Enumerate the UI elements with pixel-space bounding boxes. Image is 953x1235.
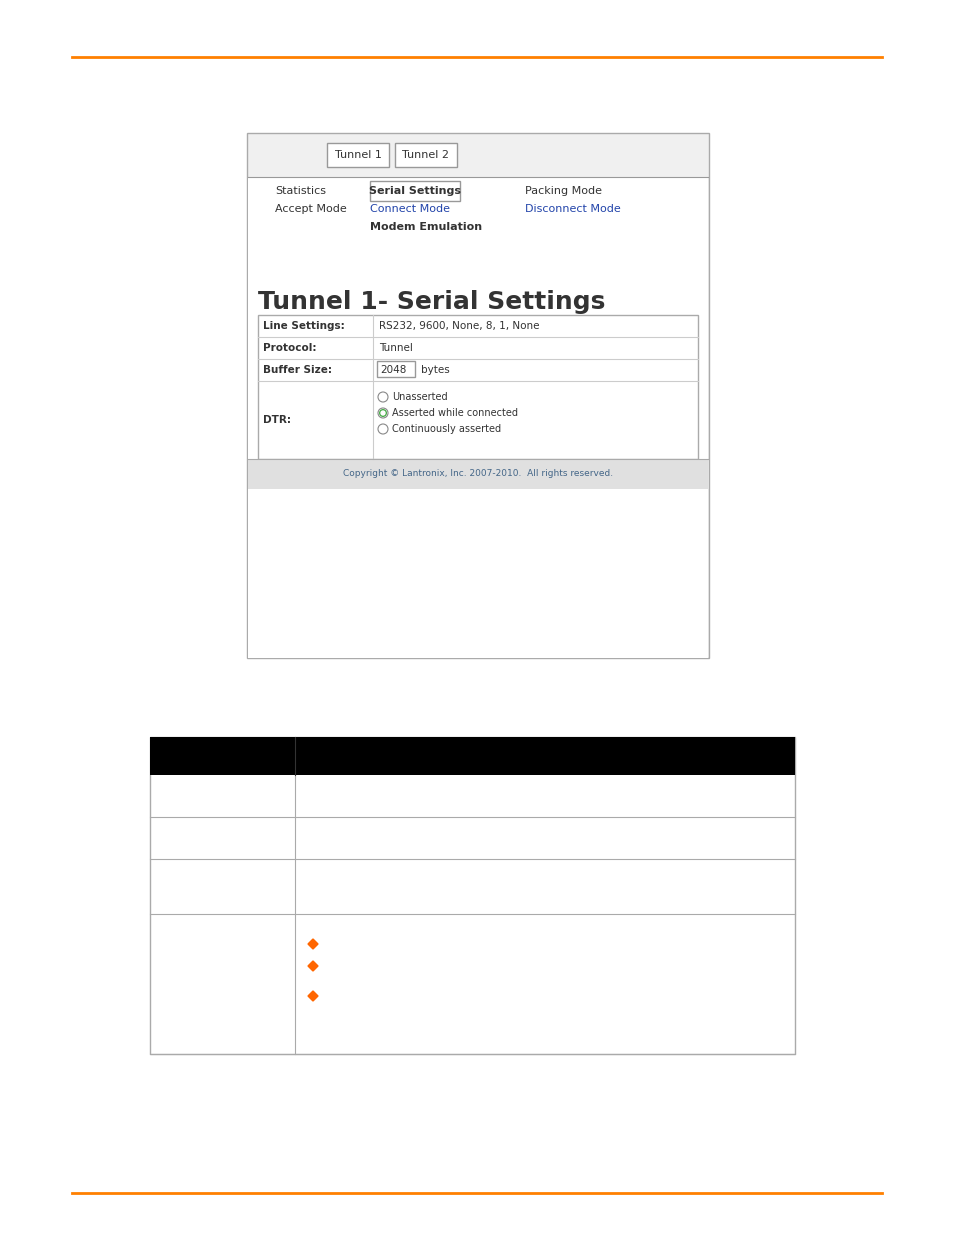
Circle shape: [377, 408, 388, 417]
Circle shape: [377, 391, 388, 403]
Text: Modem Emulation: Modem Emulation: [370, 222, 481, 232]
Text: Disconnect Mode: Disconnect Mode: [524, 204, 620, 214]
Polygon shape: [308, 939, 317, 948]
Text: Accept Mode: Accept Mode: [274, 204, 346, 214]
Text: 2048: 2048: [379, 366, 406, 375]
Circle shape: [378, 409, 387, 417]
Text: Protocol:: Protocol:: [263, 343, 316, 353]
Text: Tunnel 2: Tunnel 2: [402, 149, 449, 161]
Text: bytes: bytes: [420, 366, 449, 375]
Bar: [257, 315, 698, 459]
Bar: [376, 361, 415, 377]
Polygon shape: [308, 961, 317, 971]
Text: Tunnel: Tunnel: [378, 343, 413, 353]
Bar: [327, 143, 389, 167]
Text: Tunnel 1: Tunnel 1: [335, 149, 381, 161]
Text: Unasserted: Unasserted: [392, 391, 447, 403]
Bar: [370, 182, 459, 201]
Text: Packing Mode: Packing Mode: [524, 186, 601, 196]
Text: Statistics: Statistics: [274, 186, 326, 196]
Circle shape: [380, 411, 385, 415]
Text: Asserted while connected: Asserted while connected: [392, 408, 517, 417]
Text: Connect Mode: Connect Mode: [370, 204, 450, 214]
Text: RS232, 9600, None, 8, 1, None: RS232, 9600, None, 8, 1, None: [378, 321, 539, 331]
Text: DTR:: DTR:: [263, 415, 291, 425]
Text: Line Settings:: Line Settings:: [263, 321, 344, 331]
Text: Serial Settings: Serial Settings: [369, 186, 460, 196]
Circle shape: [377, 424, 388, 433]
Text: Tunnel 1- Serial Settings: Tunnel 1- Serial Settings: [257, 290, 605, 314]
Bar: [247, 133, 708, 658]
Bar: [150, 737, 794, 776]
Bar: [395, 143, 456, 167]
Text: Continuously asserted: Continuously asserted: [392, 424, 500, 433]
Bar: [150, 737, 794, 1053]
Polygon shape: [308, 990, 317, 1002]
Text: Buffer Size:: Buffer Size:: [263, 366, 332, 375]
Bar: [248, 177, 707, 658]
Bar: [248, 459, 707, 489]
Text: Copyright © Lantronix, Inc. 2007-2010.  All rights reserved.: Copyright © Lantronix, Inc. 2007-2010. A…: [342, 469, 613, 478]
